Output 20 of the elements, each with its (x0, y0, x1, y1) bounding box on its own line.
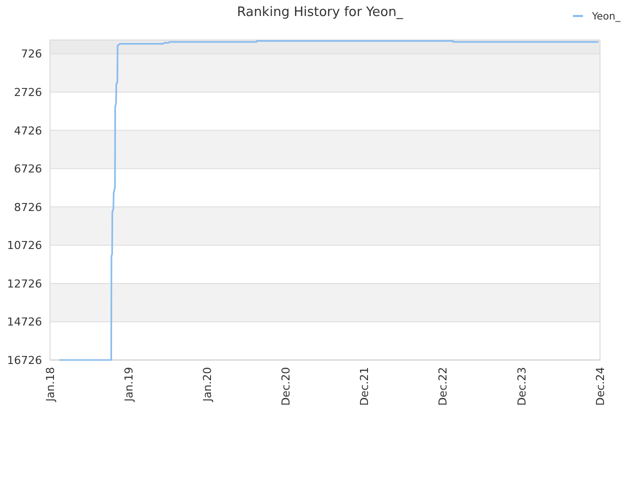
x-tick-label: Jan.18 (44, 367, 57, 402)
x-tick-label: Dec.23 (515, 367, 528, 406)
y-tick-label: 10726 (7, 239, 42, 252)
y-tick-label: 726 (21, 48, 42, 61)
x-tick-label: Dec.24 (594, 367, 607, 406)
x-tick-label: Dec.22 (436, 367, 450, 406)
y-tick-label: 2726 (14, 86, 42, 99)
legend-label: Yeon_ (591, 12, 622, 22)
x-tick-label: Dec.20 (280, 367, 293, 406)
y-tick-label: 14726 (7, 316, 42, 329)
y-tick-label: 12726 (7, 277, 42, 290)
line-series (59, 40, 599, 361)
y-tick-label: 4726 (14, 124, 42, 138)
y-tick-label: 16726 (7, 354, 42, 367)
y-tick-label: 8726 (14, 200, 42, 214)
x-tick-label: Jan.20 (200, 367, 214, 402)
y-tick-label: 6726 (14, 162, 42, 176)
x-tick-label: Dec.21 (358, 367, 372, 406)
x-tick-label: Jan.19 (122, 367, 136, 402)
chart-title: Ranking History for Yeon_ (236, 5, 404, 20)
